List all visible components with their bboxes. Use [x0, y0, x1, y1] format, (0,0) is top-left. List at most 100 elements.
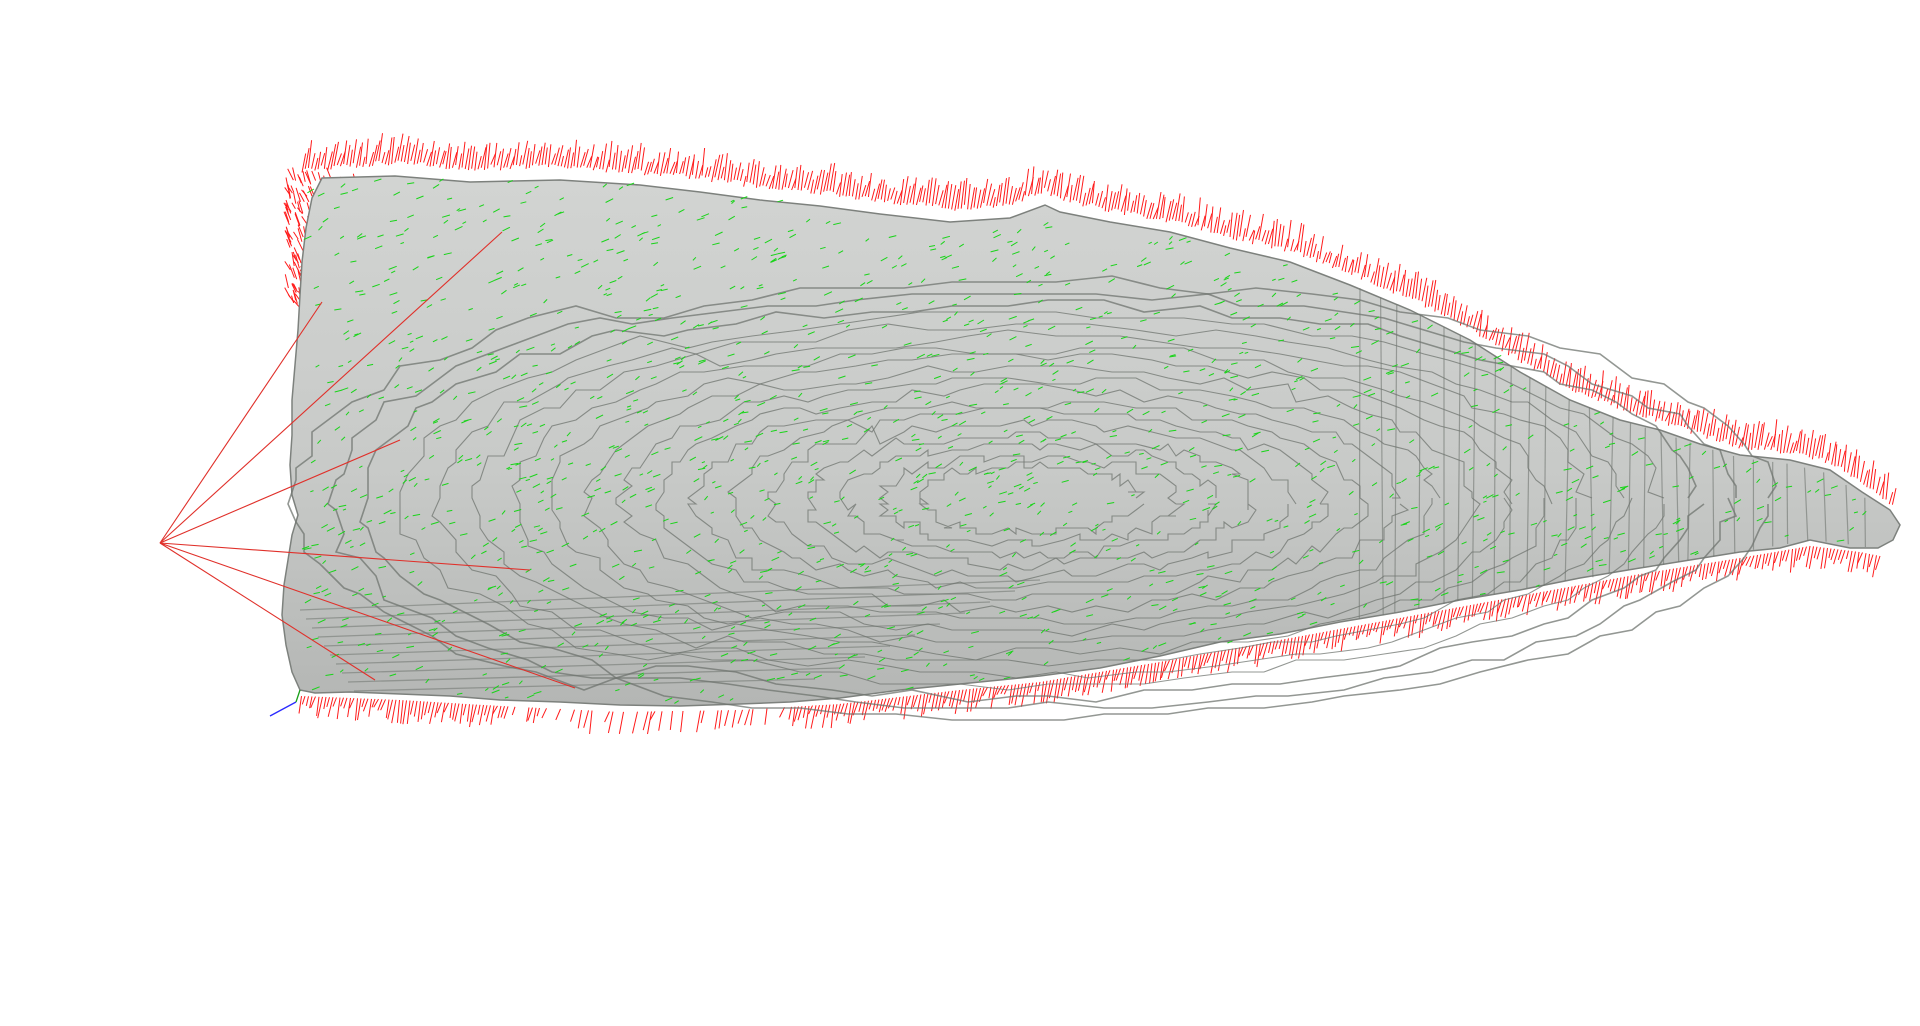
- normal-vector: [1402, 269, 1407, 296]
- surface-normal: [338, 365, 344, 368]
- surface-normal: [1251, 432, 1259, 438]
- surface-normal: [595, 478, 601, 482]
- surface-normal: [501, 510, 506, 515]
- normal-vector: [764, 708, 768, 725]
- surface-normal: [587, 495, 595, 499]
- normal-vector: [680, 710, 684, 733]
- normal-vector: [944, 181, 949, 209]
- surface-normal: [432, 421, 438, 424]
- surface-normal: [1100, 594, 1109, 598]
- surface-normal: [1348, 490, 1354, 496]
- normal-vector: [1077, 674, 1083, 691]
- normal-vector: [1245, 214, 1251, 238]
- surface-normal: [624, 454, 630, 458]
- surface-normal: [1064, 282, 1071, 286]
- surface-normal: [433, 430, 442, 435]
- camera-frustum[interactable]: [159, 231, 576, 689]
- normal-vector: [666, 148, 672, 174]
- surface-normal: [1349, 322, 1355, 327]
- normal-vector: [462, 703, 467, 716]
- surface-normal: [1482, 495, 1488, 499]
- surface-normal: [513, 447, 519, 451]
- normal-vector: [1859, 460, 1865, 482]
- surface-normal: [914, 524, 920, 527]
- surface-normal: [421, 527, 426, 531]
- normal-vector: [975, 687, 981, 709]
- surface-normal: [554, 668, 563, 674]
- normal-vector: [893, 190, 898, 205]
- surface-normal: [674, 356, 681, 360]
- voxel-mesh[interactable]: [281, 175, 1901, 721]
- surface-normal: [555, 276, 561, 279]
- step-edge: [1864, 497, 1866, 548]
- surface-normal: [1385, 370, 1394, 374]
- surface-normal: [898, 636, 903, 641]
- surface-normal: [1458, 573, 1464, 577]
- stair-band: [341, 656, 866, 674]
- surface-normal: [461, 419, 469, 424]
- normal-vector: [1718, 560, 1723, 574]
- surface-normal: [864, 273, 870, 276]
- surface-normal: [1017, 581, 1025, 586]
- surface-normal: [1143, 261, 1152, 266]
- surface-normal: [512, 284, 521, 289]
- surface-normal: [626, 408, 632, 411]
- surface-normal: [1774, 496, 1782, 502]
- surface-normal: [1060, 434, 1067, 438]
- normal-vector: [511, 706, 516, 716]
- normal-vector: [497, 705, 502, 719]
- surface-normal: [1054, 608, 1061, 613]
- surface-normal: [741, 658, 749, 662]
- surface-normal: [1316, 328, 1321, 331]
- normal-vector: [1200, 215, 1206, 231]
- surface-normal: [1008, 584, 1014, 589]
- mesh-surface[interactable]: [281, 175, 1901, 707]
- normal-vector: [466, 704, 470, 722]
- surface-normal: [1086, 326, 1091, 329]
- normal-vector: [1542, 590, 1548, 602]
- surface-normal: [402, 479, 408, 484]
- surface-normal: [1075, 461, 1082, 464]
- surface-normal: [723, 418, 729, 422]
- surface-normal: [734, 394, 739, 400]
- surface-normal: [968, 645, 974, 649]
- normal-vector: [297, 224, 304, 238]
- surface-normal: [1483, 500, 1487, 503]
- surface-normal: [1040, 628, 1046, 634]
- surface-normal: [1584, 535, 1592, 540]
- surface-normal: [1310, 367, 1319, 372]
- surface-normal: [625, 390, 635, 395]
- surface-normal: [1586, 567, 1594, 572]
- normal-vector: [724, 710, 729, 727]
- normal-vector: [297, 201, 301, 212]
- normal-vector: [682, 157, 687, 174]
- normal-vector: [294, 293, 301, 301]
- normal-vector: [577, 710, 582, 729]
- surface-normal: [503, 215, 511, 218]
- surface-normal: [541, 664, 547, 669]
- surface-normal: [372, 283, 380, 288]
- surface-normal: [776, 605, 782, 610]
- surface-normal: [1048, 639, 1054, 645]
- normal-vector: [1184, 212, 1189, 223]
- surface-normal: [1108, 278, 1116, 283]
- surface-normal: [1561, 542, 1568, 547]
- normal-vector: [1373, 622, 1377, 632]
- surface-normal: [334, 308, 342, 311]
- normal-vector: [978, 687, 985, 703]
- normal-vector: [449, 703, 453, 718]
- normal-vector: [1866, 469, 1871, 488]
- surface-normal: [1492, 494, 1499, 498]
- surface-normal: [720, 265, 726, 269]
- normal-vector: [1891, 488, 1897, 505]
- surface-normal: [1400, 362, 1409, 367]
- surface-normal: [1468, 346, 1473, 350]
- normal-vector: [1251, 230, 1256, 245]
- surface-normal: [1309, 621, 1318, 625]
- normal-vector: [1745, 555, 1751, 566]
- normal-vector: [1323, 631, 1328, 645]
- surface-normal: [1282, 264, 1288, 267]
- normal-vector: [1818, 435, 1824, 459]
